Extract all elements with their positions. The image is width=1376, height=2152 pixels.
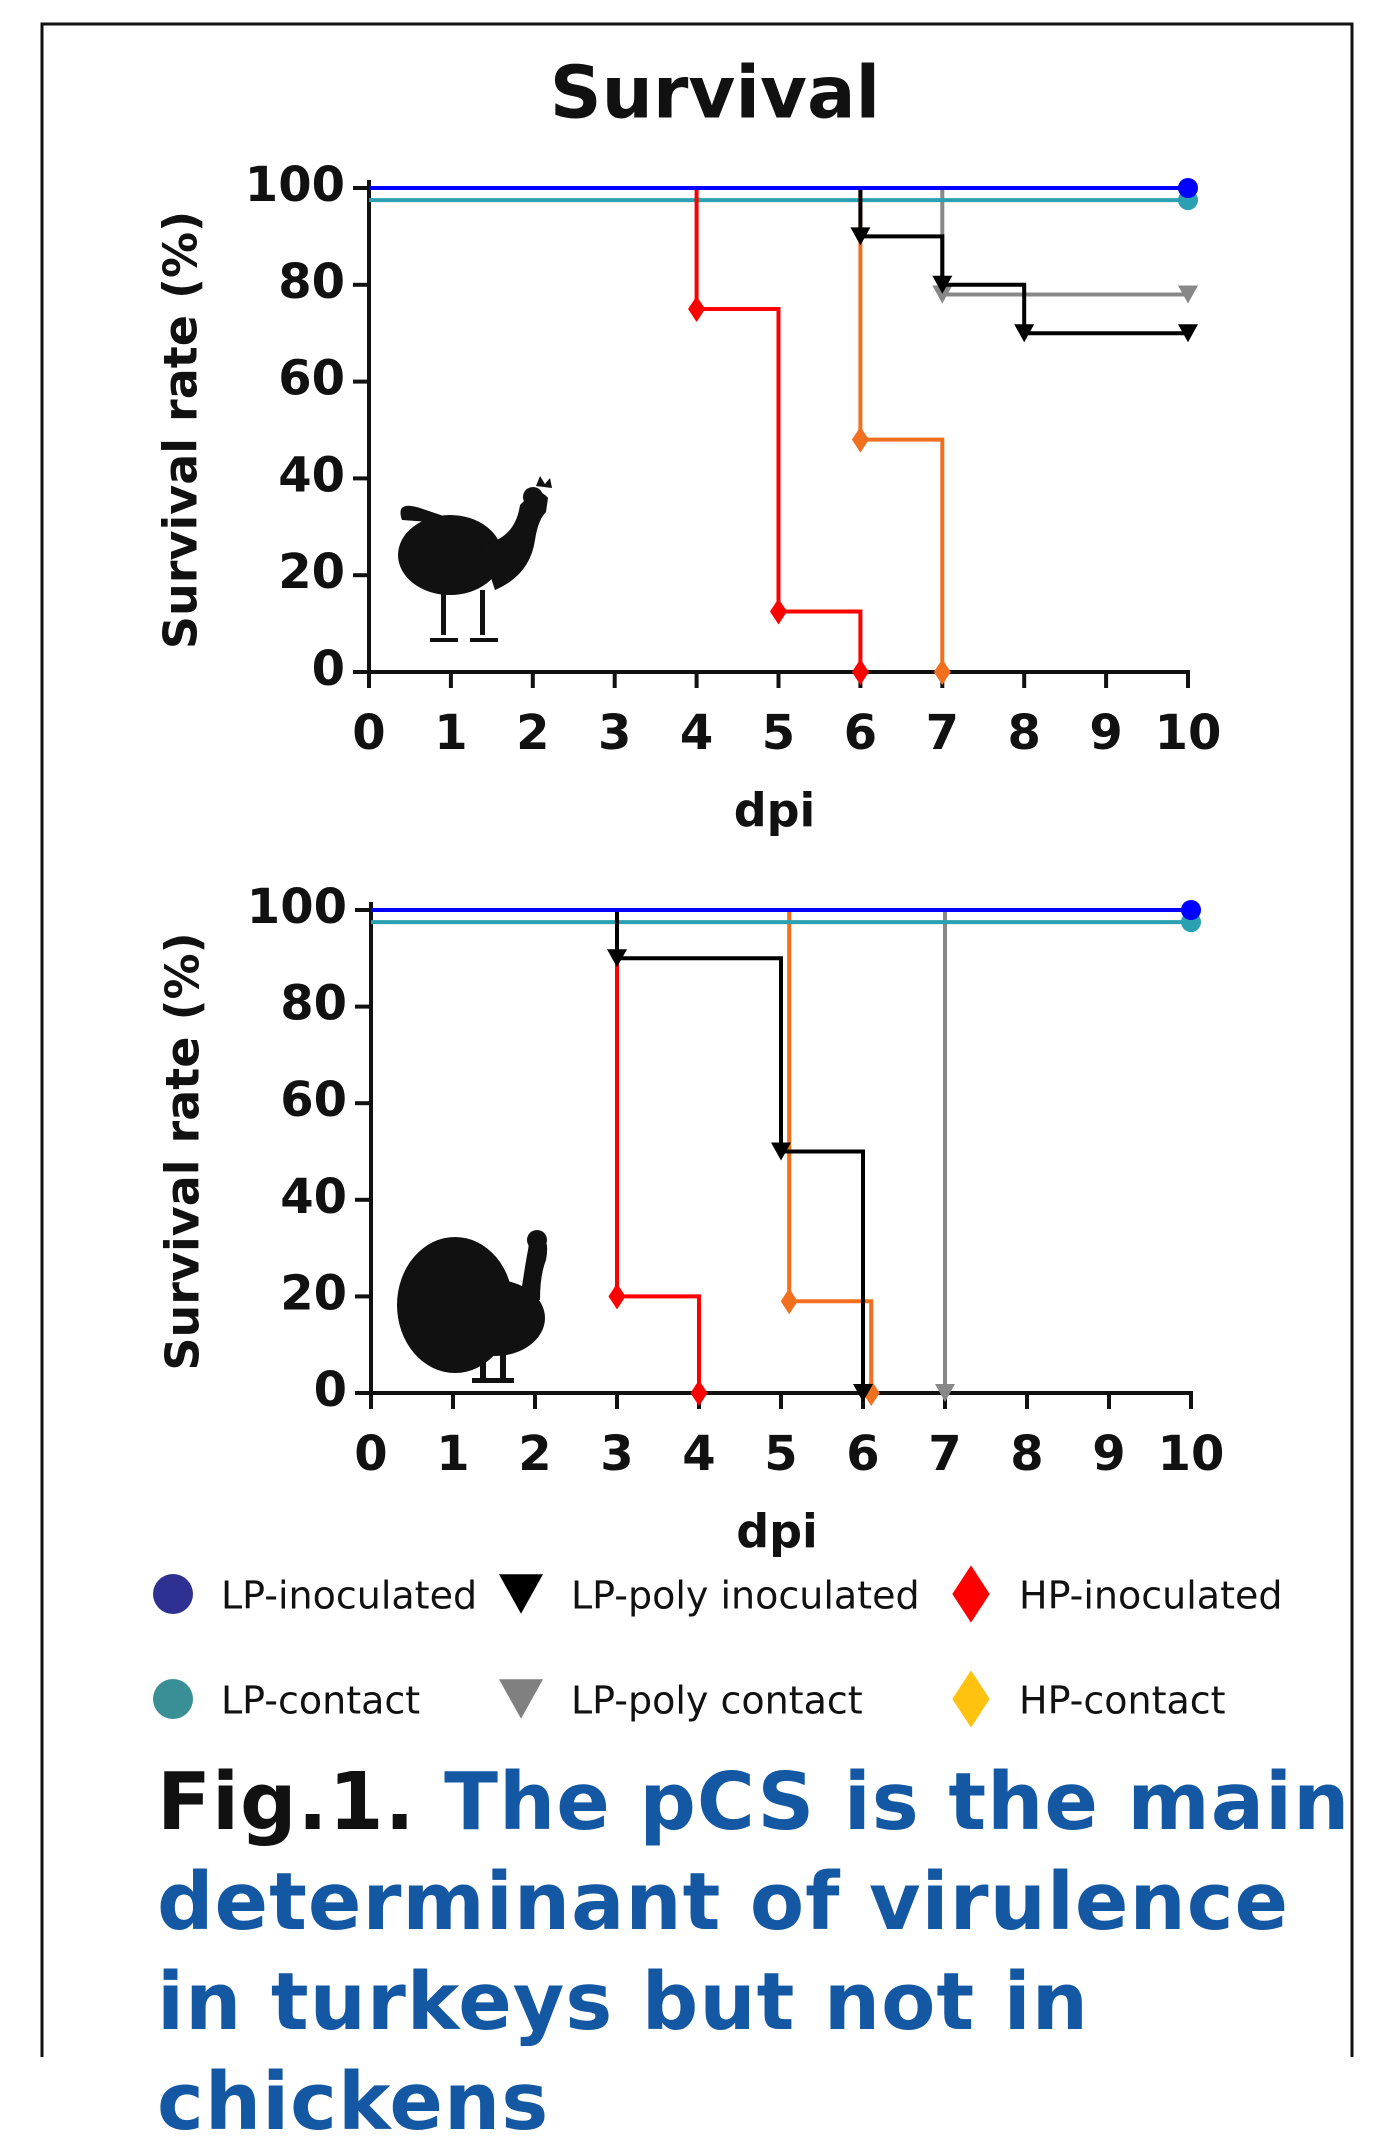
legend-marker: [153, 1574, 193, 1614]
x-axis-label: dpi: [736, 1505, 818, 1559]
y-tick-label: 0: [314, 1362, 347, 1418]
caption-label: Fig.1.: [157, 1756, 416, 1848]
x-tick-label: 6: [844, 705, 877, 761]
chicken-icon: [398, 476, 552, 642]
y-tick-label: 100: [245, 157, 345, 213]
page: {"title": "Survival", "legend": {"column…: [0, 0, 1376, 2057]
survival-marker: [934, 659, 951, 685]
caption: Fig.1. The pCS is the main determinant o…: [157, 1752, 1357, 2152]
survival-marker: [852, 427, 869, 453]
legend-label: HP-contact: [1019, 1679, 1226, 1723]
survival-marker: [770, 599, 787, 625]
y-tick-label: 60: [280, 1072, 347, 1128]
x-tick-label: 0: [352, 705, 385, 761]
legend-marker: [499, 1679, 543, 1719]
legend-label: LP-contact: [221, 1679, 420, 1723]
x-tick-label: 0: [354, 1426, 387, 1482]
survival-marker: [609, 1283, 626, 1309]
survival-marker: [781, 1288, 798, 1314]
x-tick-label: 10: [1158, 1426, 1225, 1482]
x-tick-label: 8: [1010, 1426, 1043, 1482]
y-tick-label: 40: [278, 447, 345, 503]
x-tick-label: 6: [846, 1426, 879, 1482]
survival-marker: [852, 659, 869, 685]
legend-label: HP-inoculated: [1019, 1574, 1282, 1618]
y-tick-label: 0: [312, 641, 345, 697]
y-tick-label: 100: [247, 879, 347, 935]
legend-label: LP-poly contact: [571, 1679, 863, 1723]
y-tick-label: 80: [280, 976, 347, 1032]
survival-line: [369, 188, 942, 672]
survival-marker: [1178, 178, 1198, 198]
x-tick-label: 1: [436, 1426, 469, 1482]
y-axis-label: Survival rate (%): [156, 932, 210, 1370]
x-tick-label: 10: [1155, 705, 1222, 761]
legend-marker: [952, 1565, 989, 1622]
x-tick-label: 5: [764, 1426, 797, 1482]
legend-marker: [952, 1670, 989, 1727]
y-axis-label: Survival rate (%): [154, 211, 208, 649]
x-tick-label: 3: [600, 1426, 633, 1482]
x-tick-label: 9: [1092, 1426, 1125, 1482]
x-tick-label: 7: [926, 705, 959, 761]
x-tick-label: 4: [680, 705, 713, 761]
y-tick-label: 20: [278, 544, 345, 600]
x-tick-label: 1: [434, 705, 467, 761]
x-tick-label: 7: [928, 1426, 961, 1482]
x-tick-label: 4: [682, 1426, 715, 1482]
survival-line: [369, 188, 1188, 294]
x-tick-label: 2: [516, 705, 549, 761]
y-tick-label: 80: [278, 254, 345, 310]
figure-title: Survival: [550, 51, 880, 135]
y-tick-label: 40: [280, 1169, 347, 1225]
legend-label: LP-poly inoculated: [571, 1574, 920, 1618]
x-axis-label: dpi: [734, 784, 816, 838]
legend-marker: [499, 1574, 543, 1614]
x-tick-label: 9: [1089, 705, 1122, 761]
survival-marker: [1181, 900, 1201, 920]
legend-marker: [153, 1679, 193, 1719]
turkey-icon: [397, 1230, 547, 1383]
survival-marker: [691, 1380, 708, 1406]
y-tick-label: 20: [280, 1265, 347, 1321]
legend-label: LP-inoculated: [221, 1574, 477, 1618]
x-tick-label: 3: [598, 705, 631, 761]
survival-marker: [688, 296, 705, 322]
x-tick-label: 8: [1007, 705, 1040, 761]
x-tick-label: 5: [762, 705, 795, 761]
x-tick-label: 2: [518, 1426, 551, 1482]
y-tick-label: 60: [278, 351, 345, 407]
